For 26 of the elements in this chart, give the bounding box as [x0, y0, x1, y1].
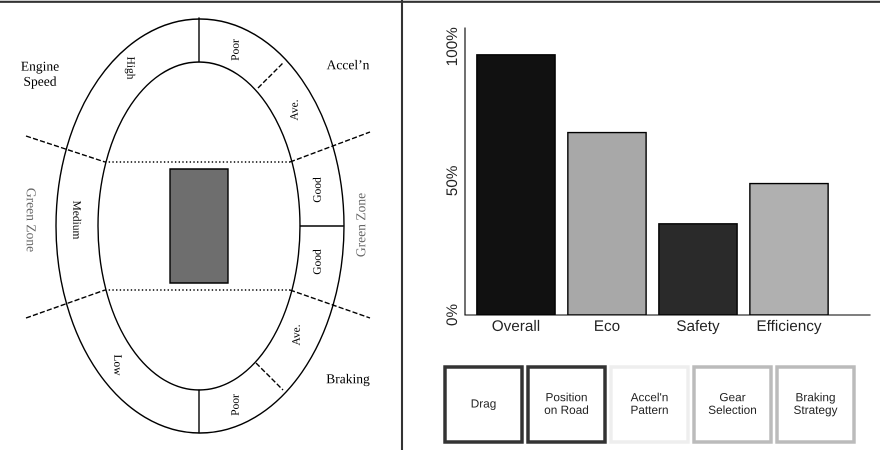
text: Braking Strategy — [794, 392, 838, 416]
text: Poor — [231, 394, 239, 416]
x-tick-label: Efficiency — [758, 320, 822, 334]
text: Green Zone — [356, 193, 366, 257]
text: Low — [114, 354, 122, 376]
y-tick-label: 100% — [446, 28, 458, 66]
x-tick-label: Overall — [492, 320, 540, 332]
text: Green Zone — [26, 188, 36, 252]
text: Ave. — [292, 325, 300, 346]
y-tick-label: 50% — [446, 166, 458, 196]
x-tick-label: Safety — [677, 320, 720, 334]
text: Good — [312, 249, 321, 274]
text: Engine Speed — [21, 62, 59, 89]
text: Medium — [73, 200, 82, 240]
text: Ave. — [290, 100, 298, 120]
text: Drag — [472, 399, 496, 410]
text: High — [124, 56, 136, 80]
text: Braking — [326, 374, 370, 386]
text: Gear Selection — [708, 392, 756, 414]
text: Accel’n — [326, 60, 370, 70]
text: Position on Road — [544, 392, 588, 414]
x-tick-label: Eco — [595, 320, 620, 332]
y-tick-label: 0% — [446, 304, 458, 326]
text: Poor — [231, 39, 239, 60]
text: Good — [312, 177, 321, 202]
text: Accel'n Pattern — [630, 392, 668, 414]
